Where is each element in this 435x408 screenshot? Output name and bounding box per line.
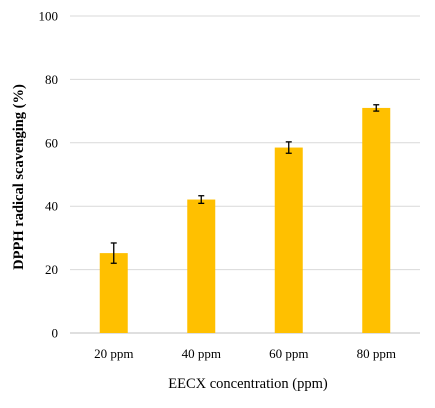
- x-tick-label: 60 ppm: [269, 346, 308, 361]
- x-axis-title: EECX concentration (ppm): [168, 376, 328, 392]
- y-tick-label: 20: [45, 262, 58, 277]
- error-bar-40-ppm: [198, 195, 205, 204]
- bar-80-ppm: [362, 107, 391, 334]
- x-tick-labels: 20 ppm 40 ppm 60 ppm 80 ppm: [94, 346, 396, 361]
- x-tick-label: 40 ppm: [182, 346, 221, 361]
- bar-20-ppm: [99, 253, 128, 333]
- y-tick-label: 0: [52, 326, 59, 341]
- y-tick-label: 100: [39, 9, 59, 24]
- bars: [99, 107, 391, 334]
- error-bar-80-ppm: [373, 104, 380, 112]
- x-tick-label: 80 ppm: [357, 346, 396, 361]
- bar-40-ppm: [187, 199, 216, 333]
- error-bar-60-ppm: [285, 141, 292, 154]
- error-bar-20-ppm: [110, 242, 117, 264]
- x-tick-label: 20 ppm: [94, 346, 133, 361]
- gridlines: [70, 15, 420, 334]
- bar-60-ppm: [274, 147, 303, 333]
- y-axis-title: DPPH radical scavenging (%): [11, 84, 27, 270]
- y-tick-label: 80: [45, 72, 58, 87]
- y-tick-labels: 0 20 40 60 80 100: [39, 9, 59, 341]
- error-bars: [110, 104, 380, 264]
- y-tick-label: 60: [45, 135, 58, 150]
- y-tick-label: 40: [45, 199, 58, 214]
